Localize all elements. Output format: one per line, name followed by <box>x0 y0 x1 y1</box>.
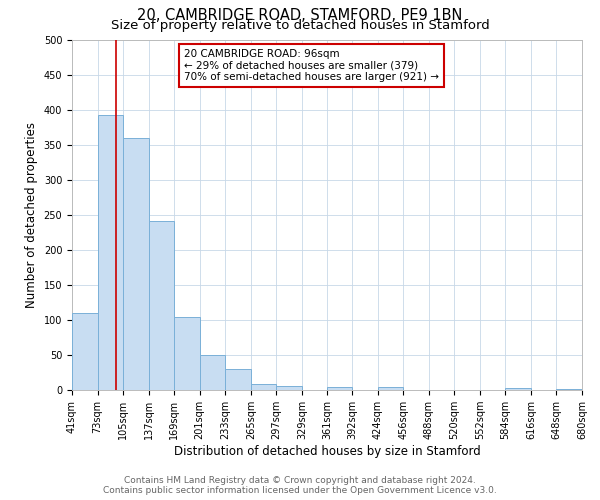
Text: Size of property relative to detached houses in Stamford: Size of property relative to detached ho… <box>110 19 490 32</box>
Y-axis label: Number of detached properties: Number of detached properties <box>25 122 38 308</box>
Bar <box>377 386 403 390</box>
Text: Contains HM Land Registry data © Crown copyright and database right 2024.
Contai: Contains HM Land Registry data © Crown c… <box>103 476 497 495</box>
Bar <box>174 316 200 390</box>
X-axis label: Distribution of detached houses by size in Stamford: Distribution of detached houses by size … <box>173 445 481 458</box>
Bar <box>123 138 149 390</box>
Bar <box>200 355 225 390</box>
Text: 20, CAMBRIDGE ROAD, STAMFORD, PE9 1BN: 20, CAMBRIDGE ROAD, STAMFORD, PE9 1BN <box>137 8 463 22</box>
Bar <box>328 386 352 390</box>
Bar <box>556 388 582 390</box>
Bar <box>149 220 174 390</box>
Bar <box>72 313 98 390</box>
Bar <box>277 386 302 390</box>
Text: 20 CAMBRIDGE ROAD: 96sqm
← 29% of detached houses are smaller (379)
70% of semi-: 20 CAMBRIDGE ROAD: 96sqm ← 29% of detach… <box>184 49 439 82</box>
Bar <box>225 369 251 390</box>
Bar <box>505 388 531 390</box>
Bar <box>98 115 123 390</box>
Bar <box>251 384 277 390</box>
